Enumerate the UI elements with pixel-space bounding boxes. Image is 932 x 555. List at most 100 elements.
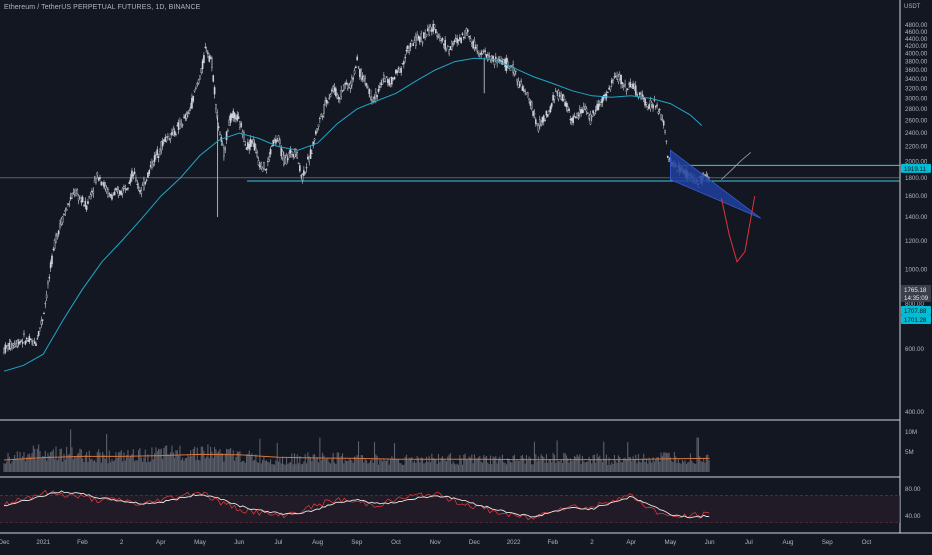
volume-bar (379, 459, 381, 472)
candle-body (267, 160, 269, 163)
candle-body (145, 179, 148, 181)
volume-bar (479, 456, 481, 472)
volume-ma-line[interactable] (3, 453, 710, 461)
candle-body (43, 312, 45, 315)
candle-body (620, 74, 622, 85)
volume-bar (376, 455, 378, 472)
candle-body (188, 110, 191, 114)
candle-body (167, 136, 169, 138)
price-tag[interactable] (901, 285, 931, 294)
volume-bar (656, 457, 658, 472)
time-tick-label: Feb (77, 539, 88, 546)
volume-bar (669, 457, 671, 472)
moving-average-line[interactable] (3, 57, 703, 372)
volume-bar (107, 463, 109, 472)
price-axis[interactable]: 4800.004600.004400.004200.004000.003800.… (901, 22, 931, 520)
volume-bar (106, 434, 108, 472)
oscillator-pane[interactable] (0, 489, 900, 523)
price-tag-label: 1919.11 (904, 166, 926, 173)
candle-body (280, 146, 283, 157)
volume-bar (146, 462, 148, 472)
candle-body (640, 93, 642, 100)
candle-body (53, 240, 56, 249)
candle-body (503, 59, 505, 64)
volume-bar (496, 463, 498, 472)
candle-body (461, 33, 464, 35)
candle-body (291, 151, 293, 155)
candle-body (183, 117, 185, 119)
price-tag[interactable] (901, 163, 931, 173)
candle-body (284, 157, 287, 164)
symbol-title: Ethereum / TetherUS PERPETUAL FUTURES, 1… (4, 4, 201, 11)
candle-body (385, 76, 388, 78)
volume-bar (569, 458, 571, 472)
volume-bar (199, 460, 201, 472)
oscillator-tick-label: 80.00 (905, 486, 921, 493)
candle-body (548, 110, 550, 112)
volume-bar (111, 459, 113, 472)
volume-bar (187, 454, 189, 472)
candle-body (261, 167, 264, 172)
falling-wedge[interactable] (670, 149, 761, 219)
volume-bar (677, 458, 679, 472)
candle-body (605, 93, 608, 99)
time-tick-label: Jul (745, 539, 753, 546)
candle-body (439, 36, 441, 39)
projection-down-path[interactable] (720, 196, 756, 263)
volume-bar (449, 453, 452, 472)
candle-body (180, 122, 183, 126)
candle-body (504, 59, 506, 68)
volume-bar (95, 462, 97, 472)
price-tag[interactable] (901, 306, 931, 315)
candle-body (100, 181, 103, 186)
volume-bar (436, 463, 438, 472)
candle-body (485, 54, 488, 58)
volume-bar (600, 459, 602, 472)
volume-bar (63, 453, 65, 472)
candle-body (638, 92, 641, 95)
price-tag[interactable] (901, 315, 931, 324)
volume-bar (142, 461, 144, 472)
oscillator-white-line[interactable] (3, 490, 710, 519)
price-pane[interactable] (0, 20, 900, 372)
candle-body (115, 188, 117, 191)
volume-bar (459, 455, 461, 472)
candle-body (299, 165, 301, 172)
volume-bar (575, 456, 577, 472)
candle-body (661, 119, 664, 121)
candle-body (428, 26, 430, 36)
candle-body (360, 70, 362, 79)
volume-bar (445, 461, 448, 472)
candle-body (87, 201, 89, 204)
candle-body (512, 64, 514, 73)
price-tick-label: 4200.00 (905, 43, 928, 50)
candle-body (139, 190, 141, 193)
time-axis[interactable]: Dec 2021 Feb 2 Apr May Jun Jul Aug Sep Oct Nov Dec 20… (0, 539, 871, 546)
volume-bar (585, 461, 587, 472)
candle-body (408, 50, 410, 53)
volume-bar (455, 464, 457, 472)
projection-up-path[interactable] (721, 152, 752, 180)
candle-body (209, 57, 212, 59)
volume-bar (651, 462, 653, 472)
time-tick-label: Oct (391, 539, 401, 546)
volume-bar (667, 453, 669, 472)
volume-bar (243, 460, 245, 472)
volume-bar (198, 459, 200, 472)
candle-body (396, 70, 398, 73)
candle-body (384, 81, 386, 83)
volume-bar (473, 454, 476, 472)
candle-body (343, 85, 345, 91)
candle-body (356, 56, 358, 61)
candle-body (544, 120, 546, 122)
volume-bar (453, 463, 456, 472)
volume-bar (108, 450, 110, 472)
volume-bar (581, 456, 583, 472)
candle-body (140, 190, 143, 194)
candle-body (407, 45, 409, 49)
volume-pane[interactable] (3, 429, 710, 472)
price-tag[interactable] (901, 293, 931, 302)
time-tick-label: Jul (274, 539, 282, 546)
